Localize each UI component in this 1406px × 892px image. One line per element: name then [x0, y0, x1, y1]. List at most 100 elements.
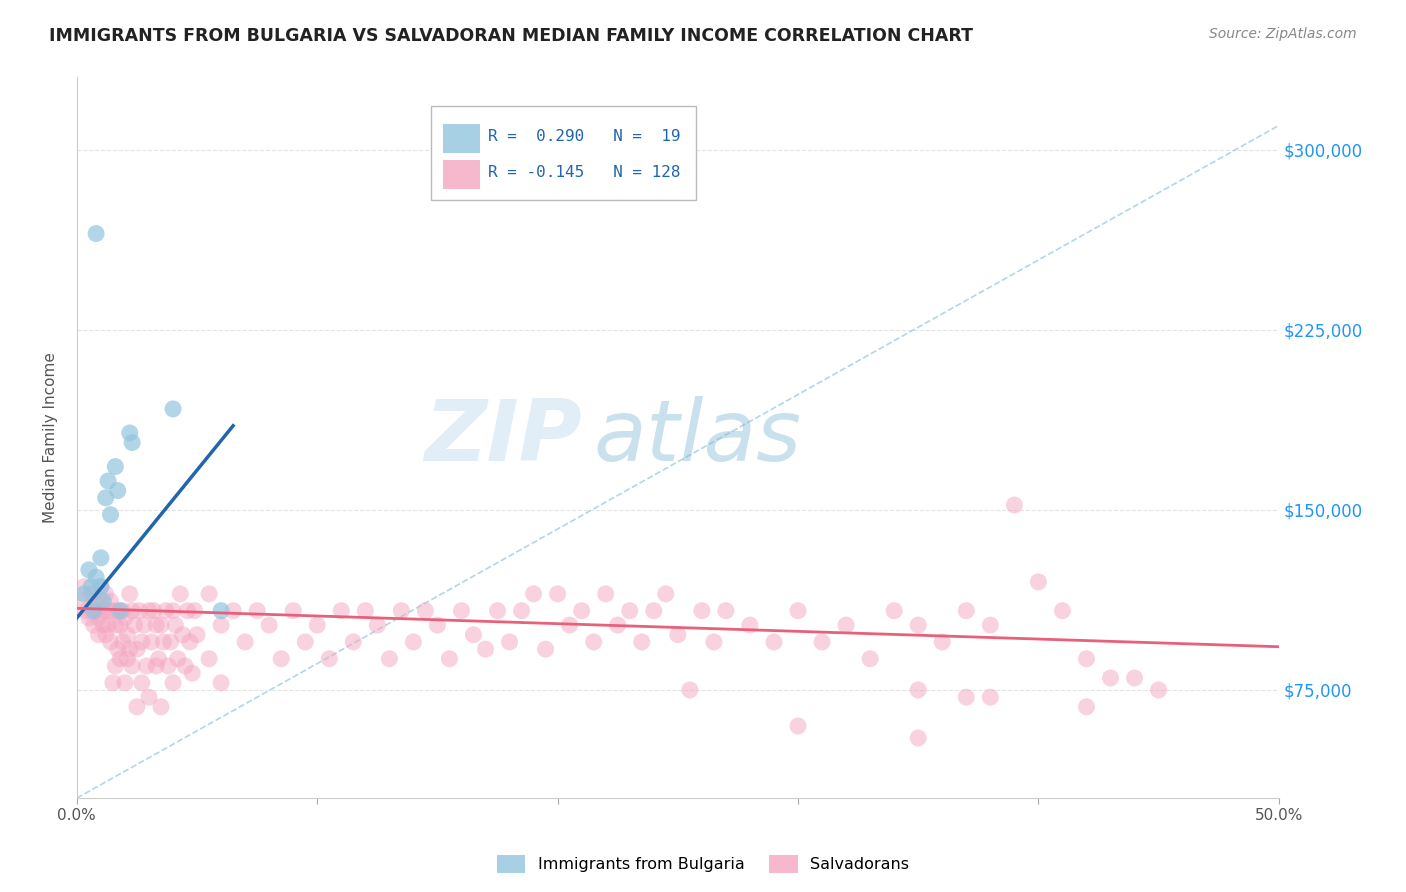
Point	[1076, 652, 1098, 666]
Point	[270, 652, 292, 666]
Point	[510, 604, 533, 618]
Point	[402, 635, 425, 649]
Point	[84, 570, 107, 584]
Point	[450, 604, 472, 618]
Point	[486, 604, 509, 618]
Point	[1147, 683, 1170, 698]
Point	[124, 618, 146, 632]
Point	[90, 580, 112, 594]
Point	[172, 628, 194, 642]
Point	[162, 604, 184, 618]
Point	[415, 604, 437, 618]
Point	[1099, 671, 1122, 685]
Point	[97, 604, 120, 618]
Point	[121, 659, 143, 673]
Point	[1076, 699, 1098, 714]
Point	[246, 604, 269, 618]
Point	[121, 604, 143, 618]
Point	[150, 618, 173, 632]
Point	[100, 508, 122, 522]
Point	[162, 675, 184, 690]
Point	[166, 652, 188, 666]
Point	[619, 604, 641, 618]
Point	[77, 563, 100, 577]
Point	[165, 618, 187, 632]
Point	[84, 227, 107, 241]
Point	[128, 604, 150, 618]
Point	[107, 642, 129, 657]
Point	[883, 604, 905, 618]
Point	[145, 618, 167, 632]
Legend: Immigrants from Bulgaria, Salvadorans: Immigrants from Bulgaria, Salvadorans	[491, 848, 915, 880]
Bar	[443, 161, 479, 189]
Point	[389, 604, 412, 618]
Point	[141, 635, 163, 649]
Point	[91, 604, 114, 618]
Point	[198, 587, 221, 601]
Point	[76, 604, 98, 618]
Text: R = -0.145   N = 128: R = -0.145 N = 128	[488, 165, 681, 180]
Point	[439, 652, 461, 666]
Point	[83, 587, 105, 601]
Point	[835, 618, 858, 632]
Point	[70, 594, 93, 608]
Point	[1002, 498, 1025, 512]
Point	[955, 690, 977, 705]
Point	[142, 604, 165, 618]
Point	[762, 635, 785, 649]
Point	[630, 635, 652, 649]
Point	[787, 719, 810, 733]
Point	[90, 550, 112, 565]
Point	[1052, 604, 1074, 618]
Point	[162, 401, 184, 416]
Point	[366, 618, 388, 632]
Point	[83, 604, 105, 618]
Point	[94, 491, 117, 505]
Point	[94, 628, 117, 642]
Point	[87, 611, 110, 625]
Point	[738, 618, 761, 632]
Bar	[443, 124, 479, 153]
Point	[107, 483, 129, 498]
Point	[125, 642, 148, 657]
Point	[90, 580, 112, 594]
Point	[176, 604, 198, 618]
Point	[181, 666, 204, 681]
Point	[104, 459, 127, 474]
Point	[118, 587, 141, 601]
Point	[84, 604, 107, 618]
Point	[155, 604, 177, 618]
Point	[979, 618, 1001, 632]
Point	[595, 587, 617, 601]
Point	[111, 635, 134, 649]
Point	[330, 604, 353, 618]
Point	[463, 628, 485, 642]
Point	[111, 604, 134, 618]
Point	[294, 635, 316, 649]
Point	[198, 652, 221, 666]
Point	[100, 635, 122, 649]
Point	[117, 652, 139, 666]
Point	[907, 618, 929, 632]
Point	[955, 604, 977, 618]
Point	[108, 652, 131, 666]
Point	[83, 618, 105, 632]
Point	[135, 659, 157, 673]
Y-axis label: Median Family Income: Median Family Income	[44, 352, 58, 524]
Point	[73, 587, 96, 601]
Point	[571, 604, 593, 618]
Point	[307, 618, 329, 632]
Point	[209, 604, 232, 618]
Point	[118, 642, 141, 657]
Text: R =  0.290   N =  19: R = 0.290 N = 19	[488, 129, 681, 144]
Point	[523, 587, 546, 601]
Point	[907, 731, 929, 745]
Point	[118, 425, 141, 440]
Point	[979, 690, 1001, 705]
Point	[114, 611, 136, 625]
Point	[498, 635, 520, 649]
Point	[1028, 574, 1050, 589]
Point	[582, 635, 605, 649]
Point	[655, 587, 678, 601]
Point	[474, 642, 496, 657]
